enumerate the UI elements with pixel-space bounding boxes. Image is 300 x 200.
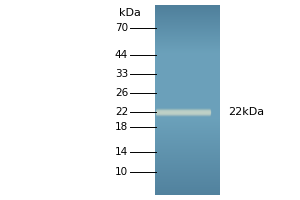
Bar (156, 106, 210, 107)
Text: 10: 10 (115, 167, 128, 177)
Bar (156, 110, 210, 111)
Text: kDa: kDa (119, 8, 141, 18)
Bar (156, 117, 210, 118)
Text: 22: 22 (115, 107, 128, 117)
Bar (156, 111, 210, 112)
Bar (156, 115, 210, 116)
Bar (156, 116, 210, 117)
Bar (156, 107, 210, 108)
Bar (156, 109, 210, 110)
Text: 22kDa: 22kDa (228, 107, 264, 117)
Text: 26: 26 (115, 88, 128, 98)
Bar (156, 114, 210, 115)
Bar (156, 108, 210, 109)
Text: 14: 14 (115, 147, 128, 157)
Bar (156, 112, 210, 113)
Bar (156, 113, 210, 114)
Text: 70: 70 (115, 23, 128, 33)
Text: 33: 33 (115, 69, 128, 79)
Text: 18: 18 (115, 122, 128, 132)
Text: 44: 44 (115, 50, 128, 60)
